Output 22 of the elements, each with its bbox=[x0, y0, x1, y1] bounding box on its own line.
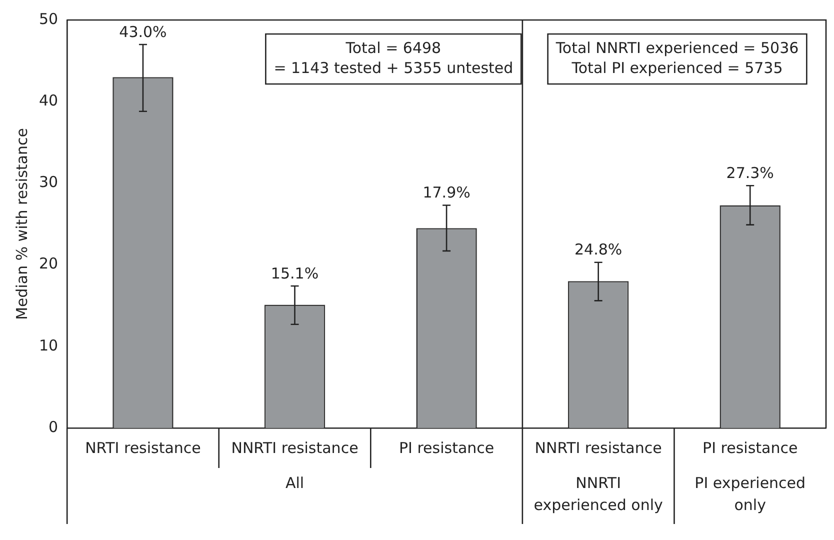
y-tick-label: 50 bbox=[38, 10, 58, 28]
x-tick-label: PI resistance bbox=[398, 438, 494, 457]
x-tick-label: NNRTI resistance bbox=[534, 438, 662, 457]
y-tick-label: 30 bbox=[38, 173, 58, 192]
y-tick-label: 40 bbox=[38, 91, 58, 110]
annotation: 43.0% bbox=[119, 22, 167, 41]
annotation: Total NNRTI experienced = 5036 Total PI experienced = 5735 bbox=[554, 38, 799, 77]
annotation: 17.9% bbox=[422, 184, 470, 202]
x-tick-label: NNRTI resistance bbox=[231, 438, 358, 457]
x-tick-label: PI resistance bbox=[702, 438, 798, 457]
y-axis-title: Median % with resistance bbox=[12, 128, 31, 320]
y-tick-label: 0 bbox=[48, 418, 58, 436]
annotation: 15.1% bbox=[270, 264, 319, 282]
text: PI experienced only bbox=[694, 474, 806, 514]
x-tick-label: NRTI resistance bbox=[85, 438, 201, 457]
text: All bbox=[285, 474, 304, 492]
y-tick-label: 20 bbox=[38, 254, 58, 273]
annotation: 24.8% bbox=[574, 240, 622, 259]
annotation: Total = 6498 = 1143 tested + 5355 untested bbox=[274, 38, 514, 77]
text: NNRTI experienced only bbox=[534, 474, 664, 514]
y-tick-label: 10 bbox=[38, 336, 58, 354]
annotation: 27.3% bbox=[726, 164, 774, 182]
